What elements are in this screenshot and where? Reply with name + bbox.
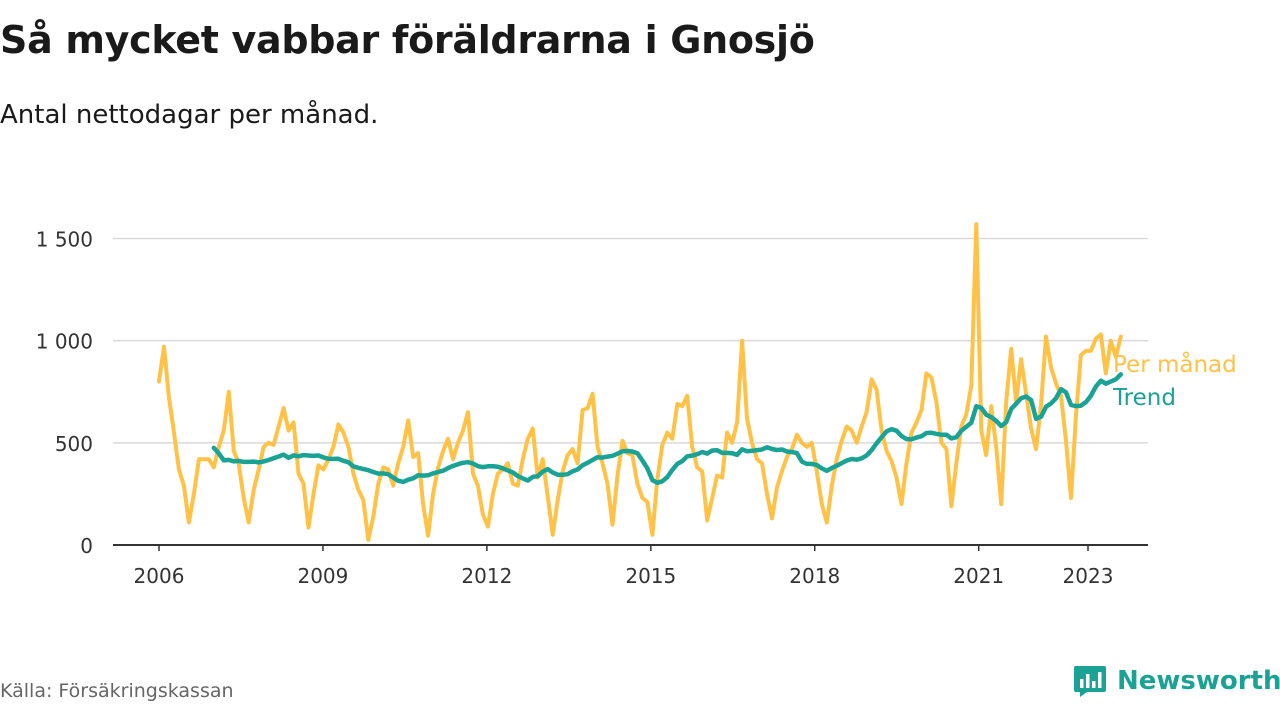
logo-chart-icon	[1074, 666, 1106, 697]
series-line-per-manad	[157, 222, 1123, 542]
source-note: Källa: Försäkringskassan	[0, 680, 234, 702]
y-axis-labels: 0 500 1 000 1 500	[36, 228, 93, 559]
y-tick-label: 0	[80, 534, 93, 558]
newsworthy-logo: Newsworthy	[1073, 664, 1280, 698]
x-tick-label: 2015	[625, 564, 676, 588]
x-tick-label: 2018	[789, 564, 840, 588]
x-tick-label: 2021	[953, 564, 1004, 588]
grid-lines	[113, 237, 1148, 546]
y-tick-label: 1 000	[36, 330, 93, 354]
series-label-trend: Trend	[1112, 385, 1176, 411]
series-lines	[157, 222, 1124, 542]
x-tick-label: 2023	[1063, 564, 1114, 588]
series-line-trend	[211, 372, 1124, 486]
chart-title: Så mycket vabbar föräldrarna i Gnosjö	[0, 18, 815, 62]
y-tick-label: 1 500	[36, 228, 93, 252]
brand-name: Newsworthy	[1117, 666, 1280, 696]
x-axis-labels: 2006 2009 2012 2015 2018 2021 2023	[134, 545, 1114, 588]
series-label-per-manad: Per månad	[1113, 350, 1237, 378]
y-tick-label: 500	[55, 432, 93, 456]
x-tick-label: 2009	[297, 564, 348, 588]
chart-subtitle: Antal nettodagar per månad.	[0, 100, 379, 130]
series-labels: Per månad Trend	[1112, 350, 1237, 411]
x-tick-label: 2006	[134, 564, 185, 588]
x-tick-label: 2012	[461, 564, 512, 588]
